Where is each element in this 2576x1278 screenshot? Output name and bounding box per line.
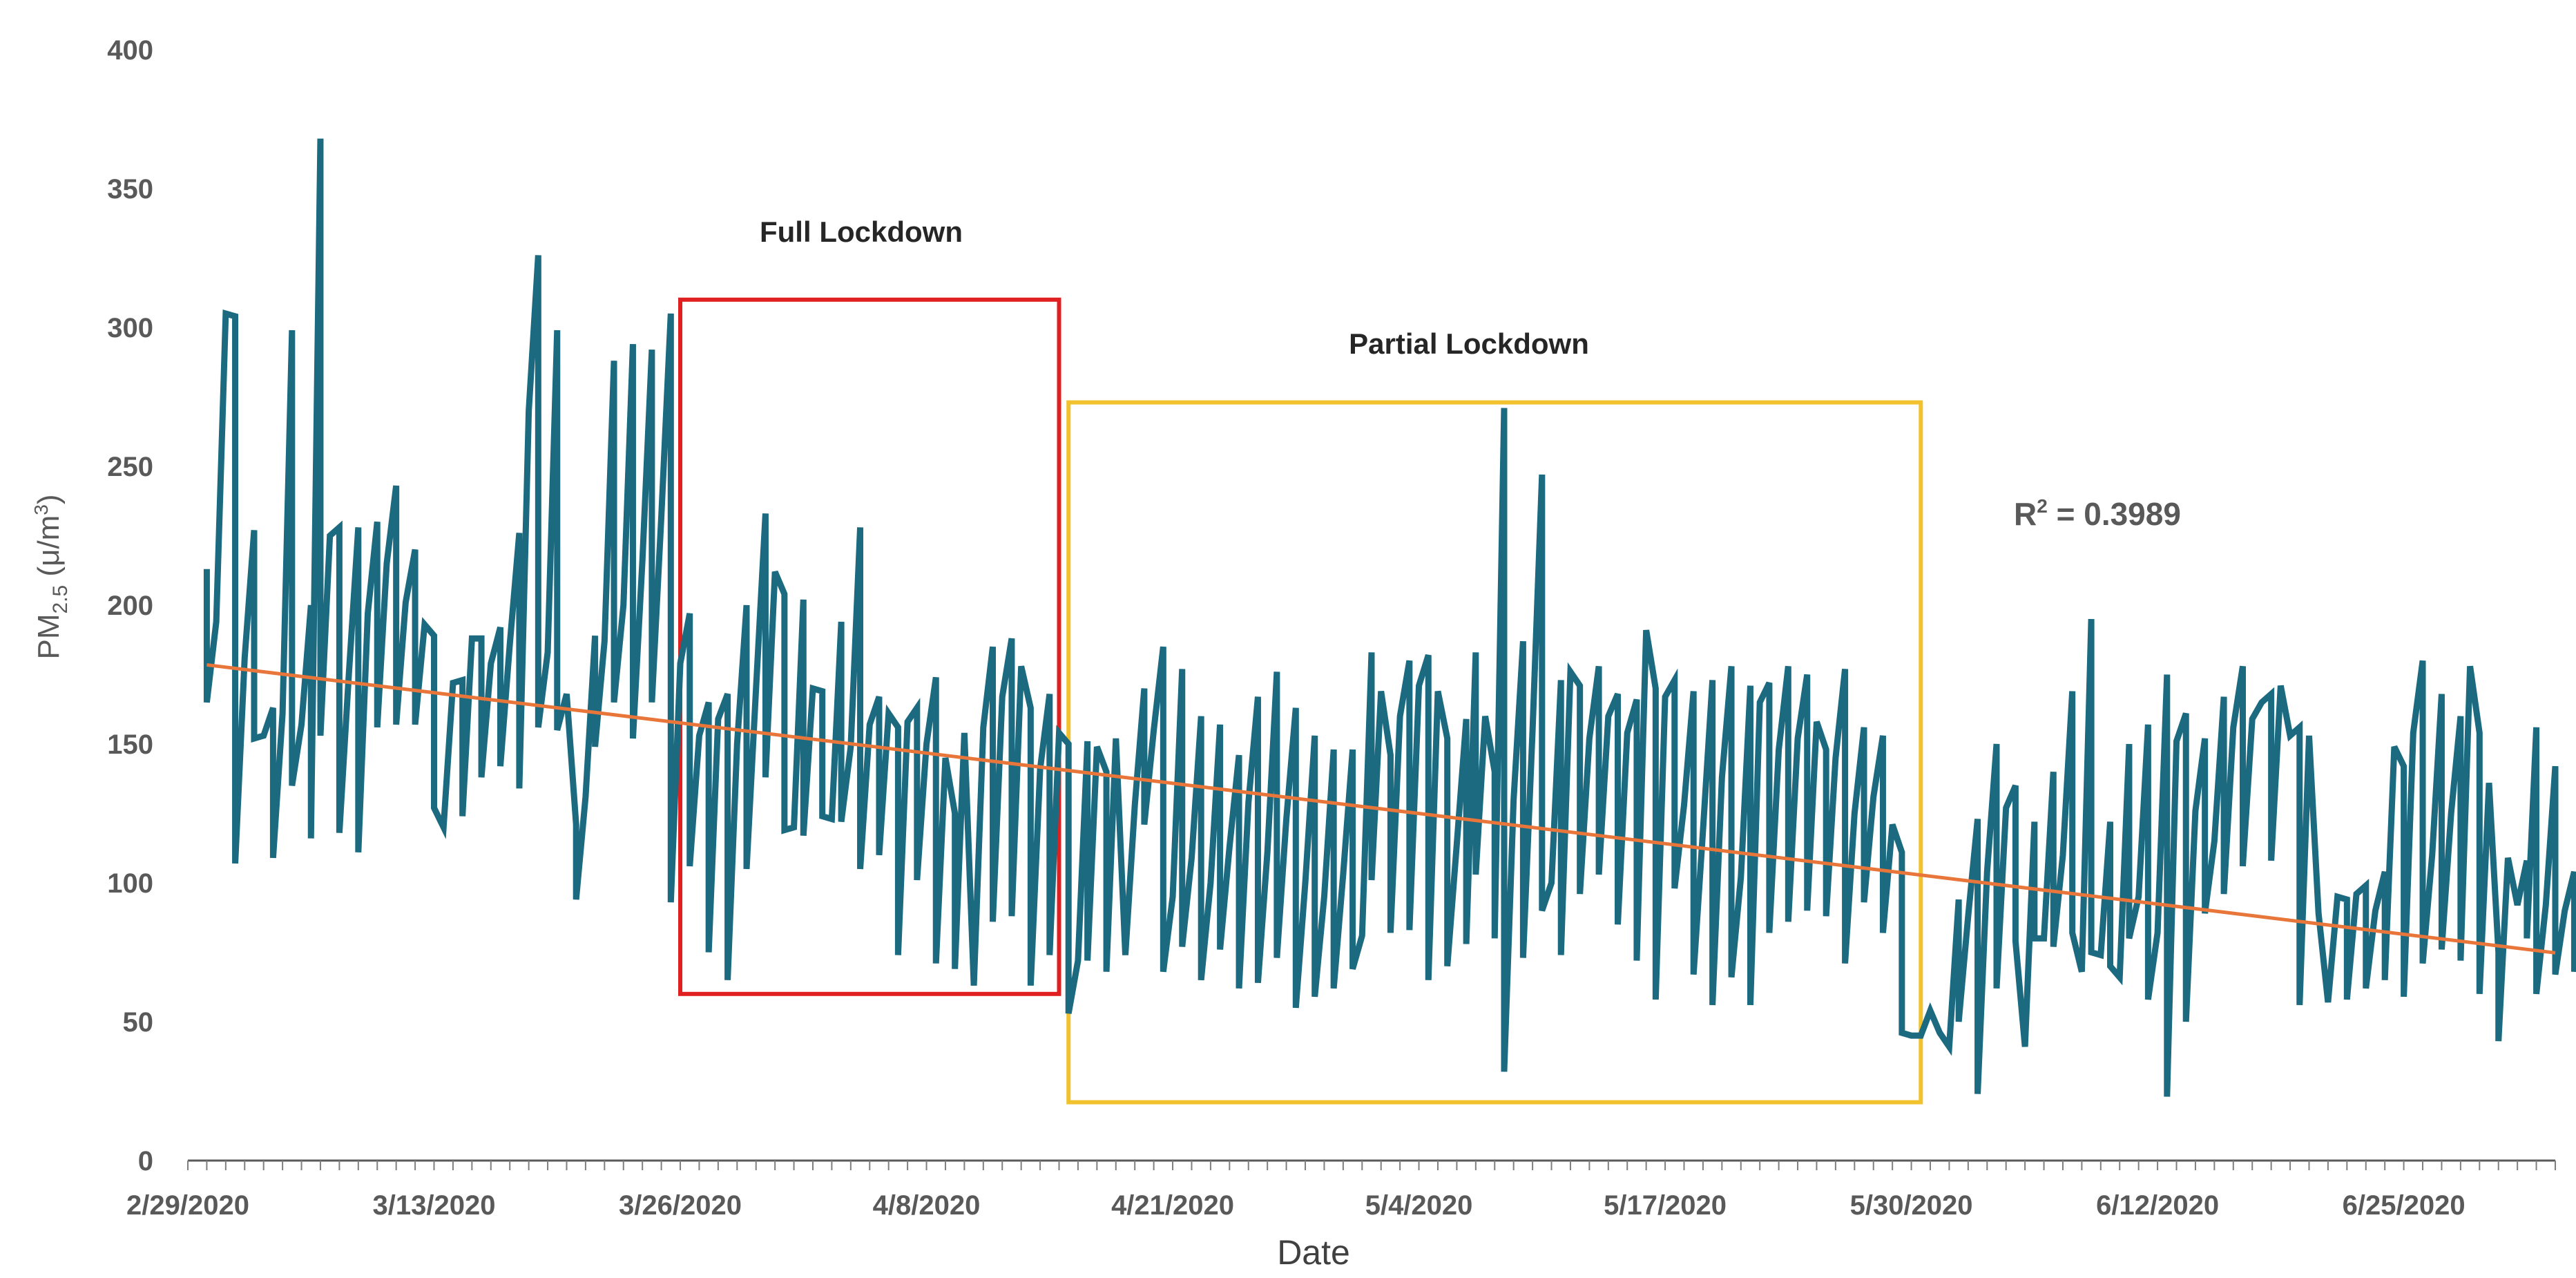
y-tick-label: 350: [107, 174, 153, 204]
y-tick-label: 50: [123, 1007, 154, 1038]
x-axis-tick-labels: 2/29/2020 3/13/2020 3/26/2020 4/8/2020 4/21/…: [126, 1190, 2466, 1221]
x-tick-label: 5/30/2020: [1850, 1190, 1973, 1221]
x-tick-label: 2/29/2020: [126, 1190, 249, 1221]
full-lockdown-label: Full Lockdown: [760, 216, 963, 248]
x-tick-label: 6/12/2020: [2096, 1190, 2219, 1221]
x-tick-label: 3/13/2020: [373, 1190, 496, 1221]
y-tick-label: 400: [107, 35, 153, 66]
x-tick-label: 6/25/2020: [2343, 1190, 2466, 1221]
x-tick-label: 3/26/2020: [619, 1190, 742, 1221]
full-lockdown-region: [678, 297, 1061, 996]
x-axis-minor-ticks: [187, 1161, 2556, 1170]
y-axis-title: PM2.5 (μ/m3): [30, 494, 72, 659]
x-tick-label: 5/17/2020: [1604, 1190, 1727, 1221]
y-tick-label: 200: [107, 591, 153, 621]
x-tick-label: 4/8/2020: [873, 1190, 981, 1221]
y-tick-label: 0: [138, 1146, 153, 1176]
y-tick-label: 300: [107, 313, 153, 343]
y-tick-label: 150: [107, 729, 153, 760]
y-axis-tick-labels: 0 50 100 150 200 250 300 350 400: [107, 35, 153, 1176]
x-tick-label: 5/4/2020: [1365, 1190, 1473, 1221]
axes: 0 50 100 150 200 250 300 350 400 2/29/2020 3/13/2…: [107, 35, 2556, 1221]
y-tick-label: 100: [107, 868, 153, 899]
x-axis-title: Date: [1277, 1233, 1350, 1272]
linear-trend-line: [206, 662, 2556, 955]
partial-lockdown-label: Partial Lockdown: [1349, 327, 1589, 360]
x-tick-label: 4/21/2020: [1111, 1190, 1234, 1221]
r-squared-label: R2 = 0.3989: [2014, 495, 2181, 532]
series-group: [203, 138, 2576, 1097]
y-tick-label: 250: [107, 452, 153, 482]
pm25-series-line: [203, 138, 2576, 1097]
